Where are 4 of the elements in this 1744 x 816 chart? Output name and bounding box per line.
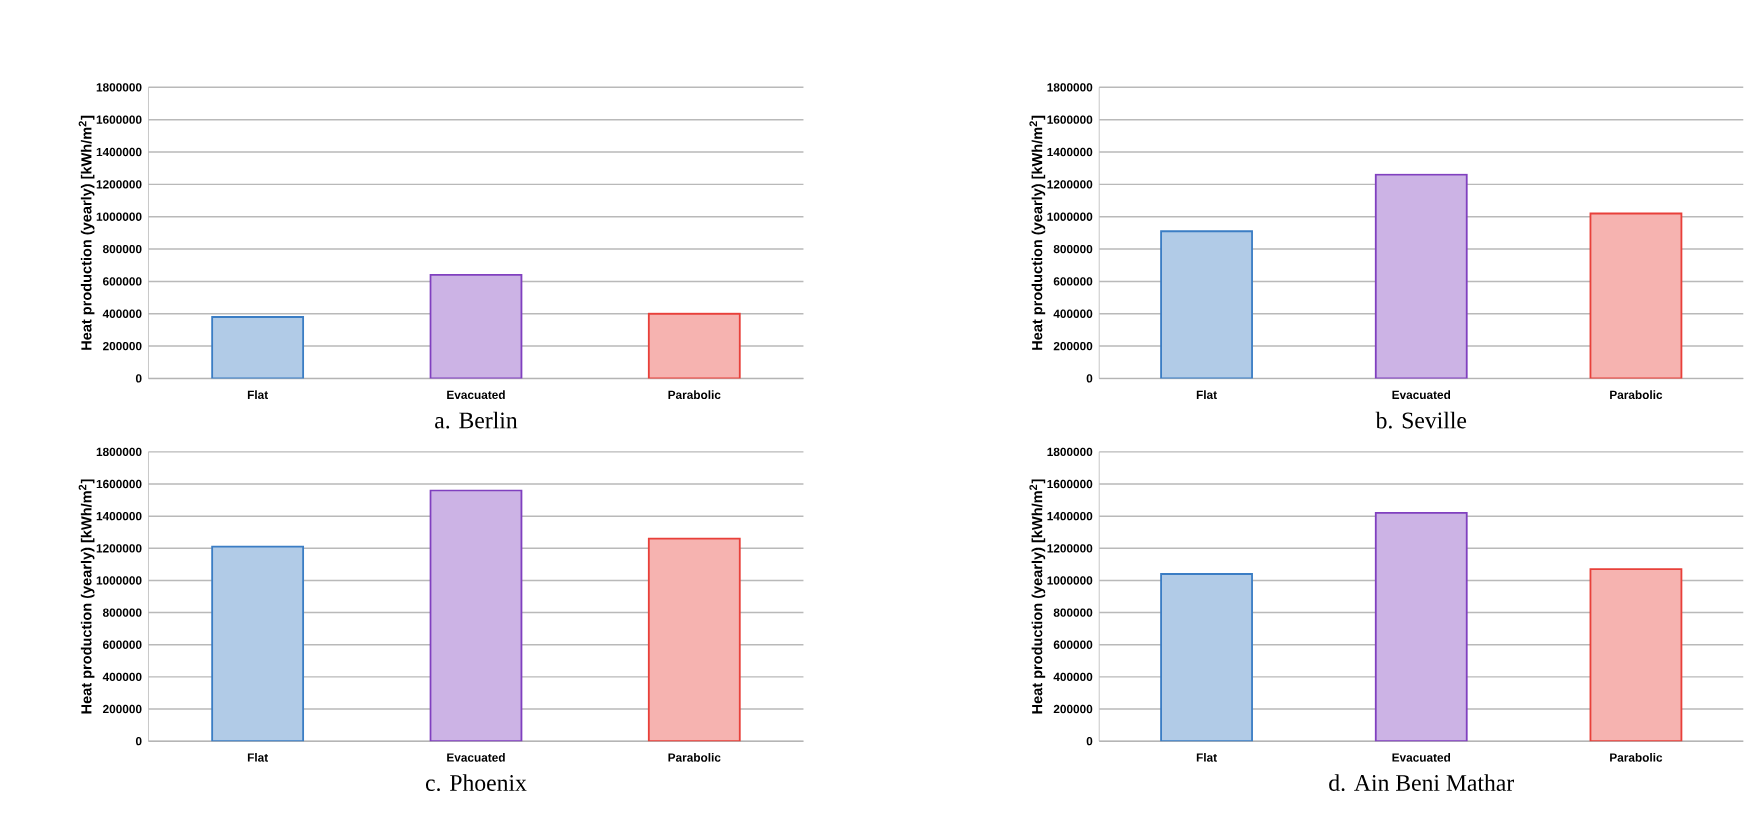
text: c. Phoenix (425, 774, 527, 792)
text: d. Ain Beni Mathar (1329, 774, 1515, 792)
text: a. Berlin (435, 412, 518, 429)
text: b. Seville (1375, 412, 1467, 429)
